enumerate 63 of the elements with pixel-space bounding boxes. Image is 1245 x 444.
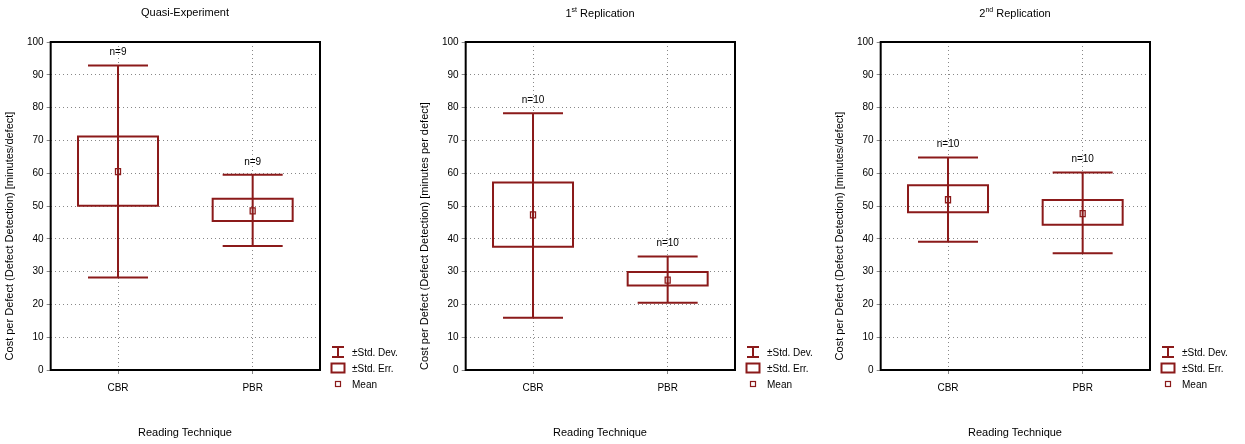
- y-tick-label: 100: [27, 35, 45, 47]
- chart-title: 2$^{nd}$ Replication: [978, 6, 1052, 19]
- x-tick-label: PBR: [242, 381, 263, 393]
- y-tick-label: 20: [447, 298, 460, 310]
- text: ±Std. Err.: [1182, 362, 1224, 374]
- y-axis-title: Cost per Defect (Defect Detection) [minutes/defect]: [3, 110, 15, 363]
- y-tick-label: 80: [447, 101, 460, 113]
- y-axis-title: Cost per Defect (Defect Detection) [minutes per defect]: [418, 101, 430, 372]
- annotation: n=10: [656, 237, 680, 249]
- text: ±Std. Err.: [767, 362, 809, 374]
- annotation: n=9: [109, 46, 127, 58]
- text: Mean: [352, 378, 378, 390]
- y-tick-label: 40: [862, 232, 875, 244]
- y-tick-label: 40: [447, 232, 460, 244]
- text: Mean: [1182, 378, 1208, 390]
- y-tick-label: 60: [447, 166, 460, 178]
- y-tick-label: 50: [32, 199, 45, 211]
- y-tick-label: 70: [862, 134, 875, 146]
- text: ±Std. Dev.: [767, 346, 813, 358]
- y-tick-label: 70: [447, 134, 460, 146]
- y-tick-label: 10: [862, 330, 875, 342]
- text: Mean: [767, 378, 793, 390]
- y-tick-label: 0: [868, 363, 875, 375]
- y-tick-label: 30: [862, 265, 875, 277]
- chart-title: 1$^{st}$ Replication: [564, 6, 636, 19]
- x-axis-title: Reading Technique: [137, 426, 233, 438]
- y-tick-label: 30: [447, 265, 460, 277]
- y-tick-label: 0: [453, 363, 460, 375]
- x-tick-label: PBR: [1072, 381, 1093, 393]
- y-tick-label: 90: [447, 68, 460, 80]
- x-tick-label: CBR: [107, 381, 129, 393]
- annotation: n=9: [244, 155, 262, 167]
- y-tick-label: 10: [447, 330, 460, 342]
- y-tick-label: 0: [38, 363, 45, 375]
- y-tick-label: 80: [862, 101, 875, 113]
- x-axis-title: Reading Technique: [967, 426, 1063, 438]
- x-tick-label: CBR: [937, 381, 959, 393]
- y-tick-label: 20: [862, 298, 875, 310]
- y-tick-label: 60: [32, 166, 45, 178]
- y-tick-label: 40: [32, 232, 45, 244]
- y-tick-label: 50: [447, 199, 460, 211]
- y-tick-label: 100: [857, 35, 875, 47]
- y-axis-title: Cost per Defect (Defect Detection) [minutes/defect]: [833, 110, 845, 363]
- y-tick-label: 90: [32, 68, 45, 80]
- y-tick-label: 20: [32, 298, 45, 310]
- text: ±Std. Err.: [352, 362, 394, 374]
- text: ±Std. Dev.: [1182, 346, 1228, 358]
- y-tick-label: 10: [32, 330, 45, 342]
- text: ±Std. Dev.: [352, 346, 398, 358]
- y-tick-label: 100: [442, 35, 460, 47]
- x-tick-label: CBR: [522, 381, 544, 393]
- annotation: n=10: [936, 138, 960, 150]
- y-tick-label: 60: [862, 166, 875, 178]
- chart-title: Quasi-Experiment: [139, 6, 230, 18]
- y-tick-label: 70: [32, 134, 45, 146]
- annotation: n=10: [521, 93, 545, 105]
- y-tick-label: 50: [862, 199, 875, 211]
- y-tick-label: 30: [32, 265, 45, 277]
- y-tick-label: 80: [32, 101, 45, 113]
- x-axis-title: Reading Technique: [552, 426, 648, 438]
- annotation: n=10: [1071, 153, 1095, 165]
- y-tick-label: 90: [862, 68, 875, 80]
- x-tick-label: PBR: [657, 381, 678, 393]
